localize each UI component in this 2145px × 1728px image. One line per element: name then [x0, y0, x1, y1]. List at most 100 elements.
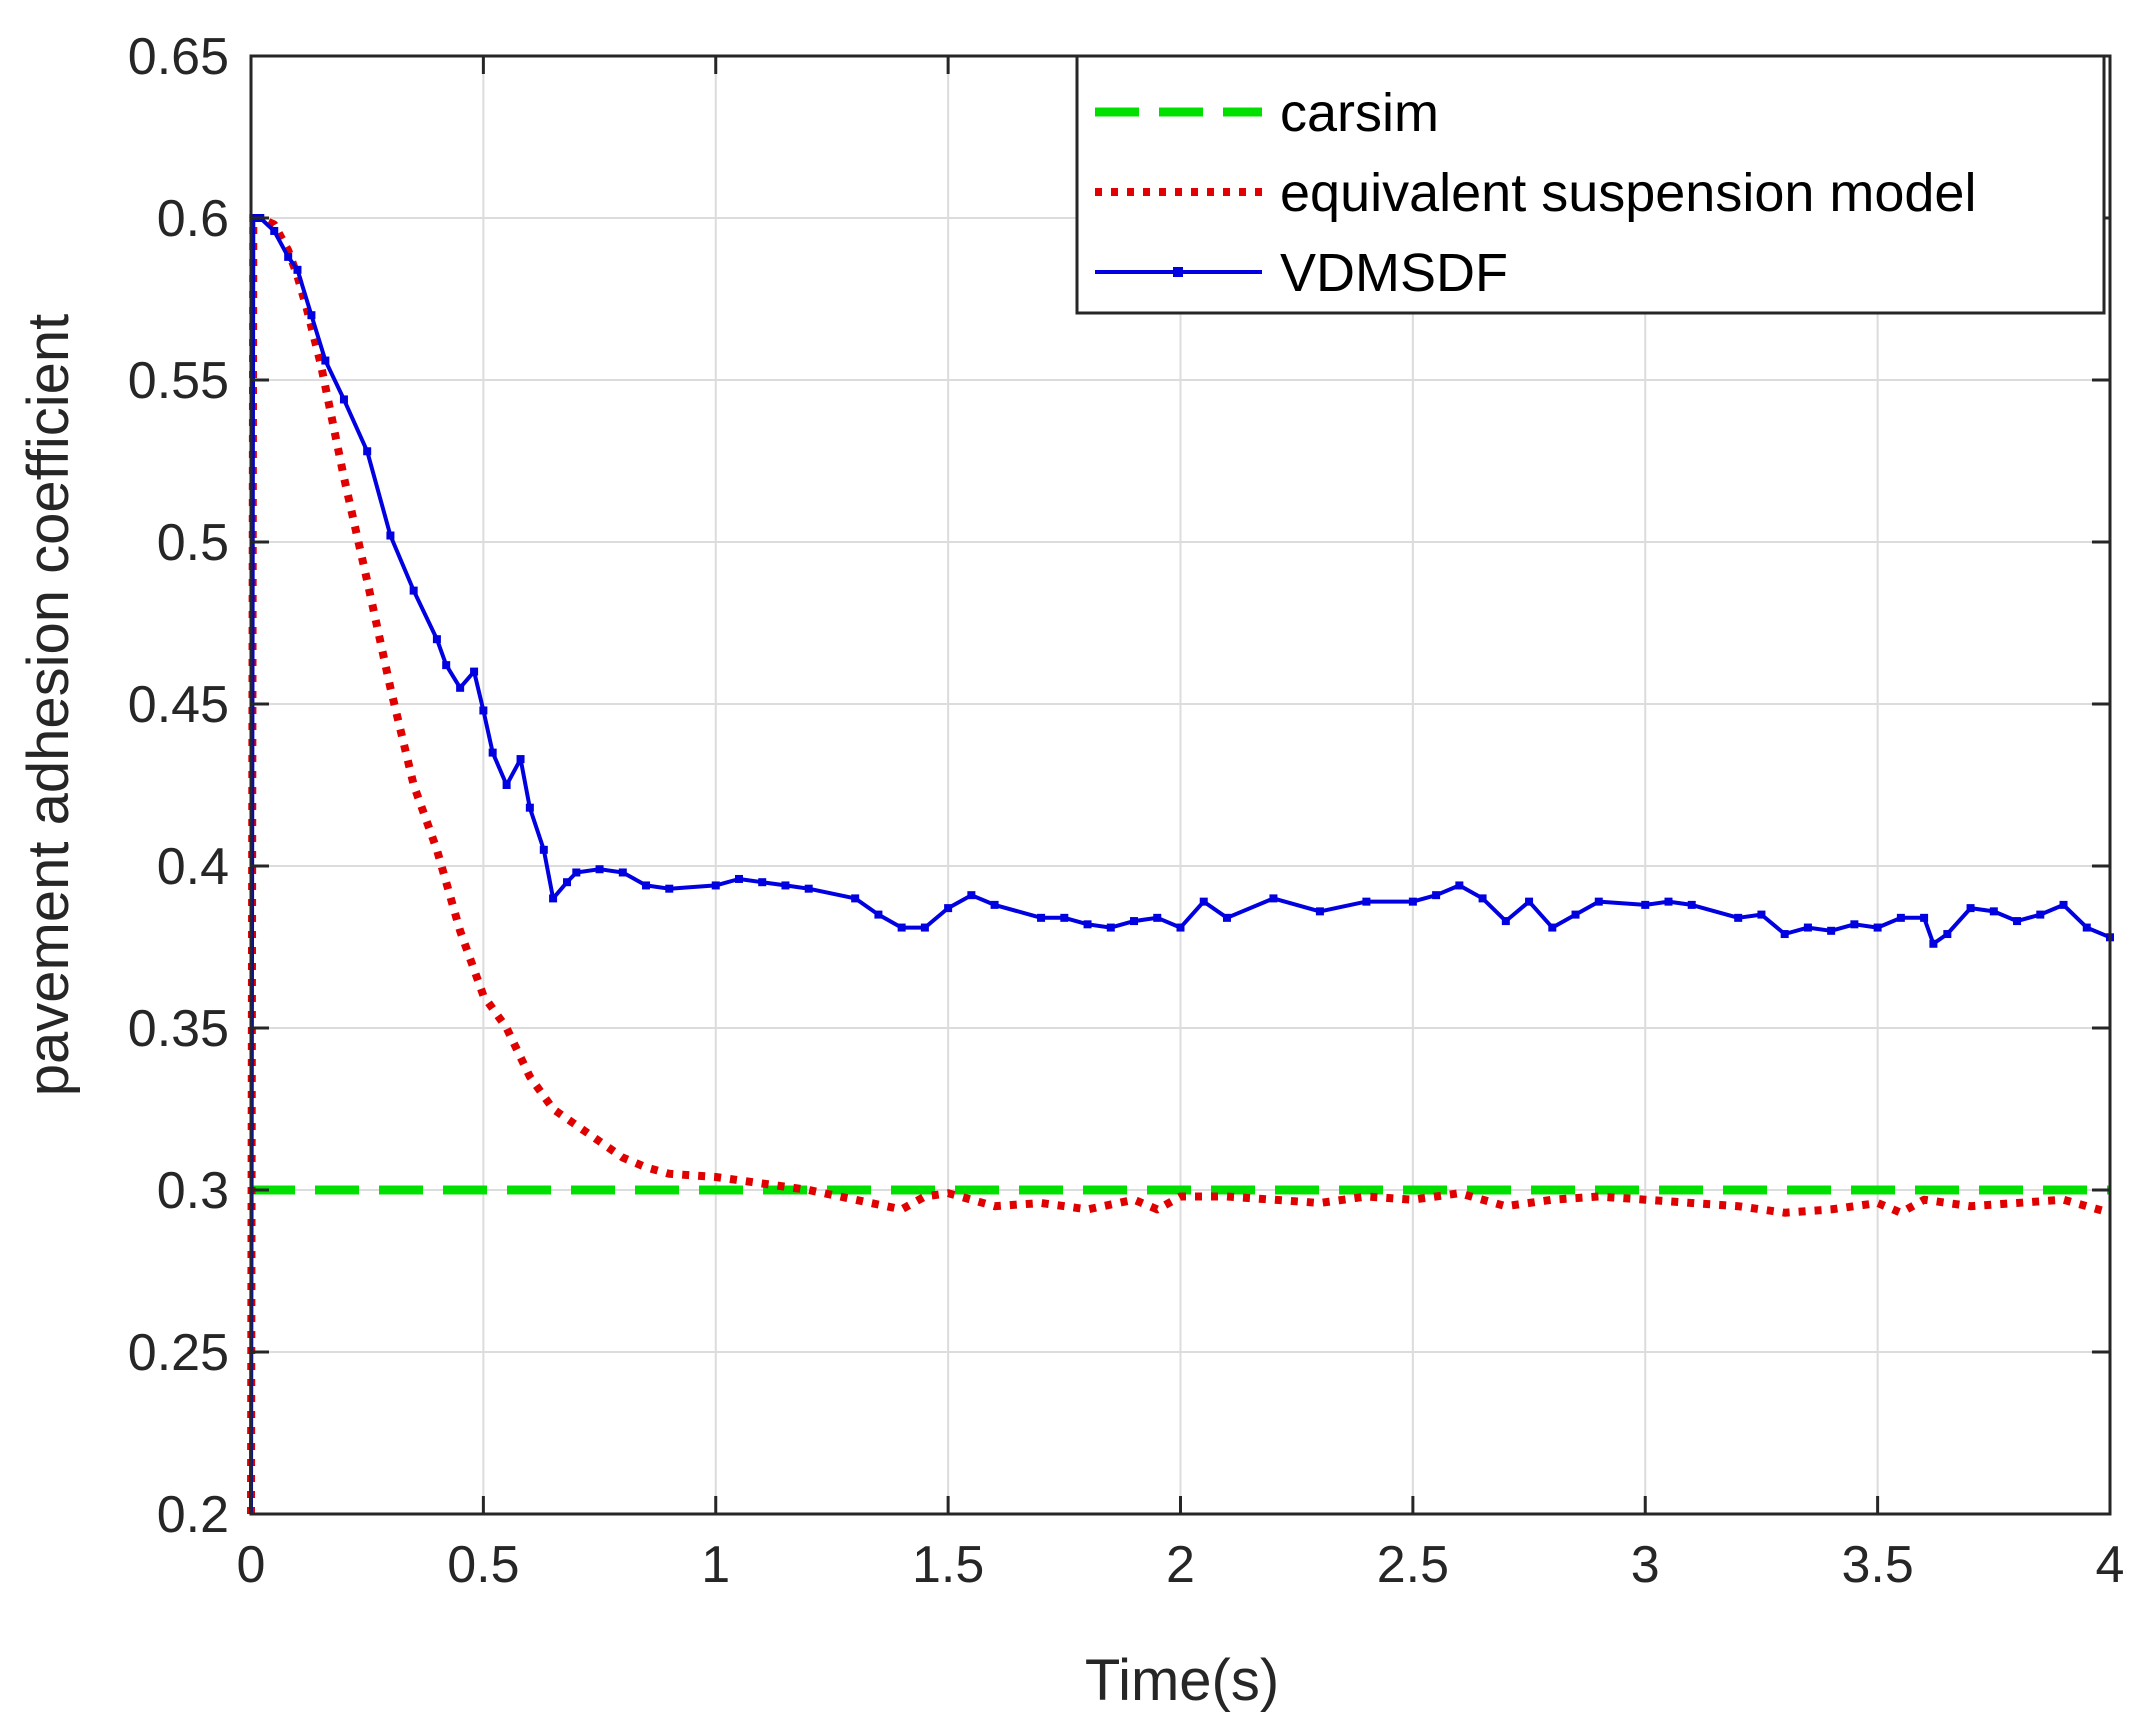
- series-point-vdmsdf: [804, 884, 813, 893]
- series-point-vdmsdf: [572, 868, 581, 877]
- series-point-vdmsdf: [1850, 920, 1859, 929]
- y-tick-label: 0.55: [128, 352, 229, 410]
- series-point-vdmsdf: [1664, 897, 1673, 906]
- series-point-vdmsdf: [851, 894, 860, 903]
- series-point-vdmsdf: [1571, 910, 1580, 919]
- series-point-vdmsdf: [549, 894, 558, 903]
- series-line-equivalent-suspension-model: [247, 214, 2112, 1515]
- legend: carsim equivalent suspension model VDMSDF: [1075, 54, 2106, 315]
- series-point-vdmsdf: [1803, 923, 1812, 932]
- series-point-vdmsdf: [1130, 917, 1139, 926]
- series-point-vdmsdf: [1594, 897, 1603, 906]
- series-point-vdmsdf: [642, 881, 651, 890]
- series-point-vdmsdf: [1989, 907, 1998, 916]
- x-tick-label: 3.5: [1841, 1536, 1913, 1594]
- series-point-vdmsdf: [2059, 900, 2068, 909]
- series-point-vdmsdf: [339, 395, 348, 404]
- series-point-vdmsdf: [1943, 930, 1952, 939]
- series-point-vdmsdf: [409, 586, 418, 595]
- series-point-vdmsdf: [2036, 910, 2045, 919]
- series-point-vdmsdf: [1478, 894, 1487, 903]
- series-point-vdmsdf: [781, 881, 790, 890]
- series-point-vdmsdf: [2013, 917, 2022, 926]
- x-tick-label: 0.5: [447, 1536, 519, 1594]
- y-tick-label: 0.2: [157, 1486, 229, 1544]
- series-point-vdmsdf: [1929, 939, 1938, 948]
- series-point-vdmsdf: [1362, 897, 1371, 906]
- series-point-vdmsdf: [386, 531, 395, 540]
- series-point-vdmsdf: [1315, 907, 1324, 916]
- series-point-vdmsdf: [1455, 881, 1464, 890]
- x-tick-label: 2.5: [1377, 1536, 1449, 1594]
- series-layer: [247, 214, 2114, 1515]
- series-point-vdmsdf: [711, 881, 720, 890]
- series-point-vdmsdf: [1780, 930, 1789, 939]
- series-point-vdmsdf: [456, 683, 465, 692]
- series-point-vdmsdf: [2082, 923, 2091, 932]
- series-point-vdmsdf: [1920, 913, 1929, 922]
- series-point-vdmsdf: [1222, 913, 1231, 922]
- series-point-vdmsdf: [563, 878, 572, 887]
- y-tick-label: 0.35: [128, 1000, 229, 1058]
- series-point-vdmsdf: [1548, 923, 1557, 932]
- series-point-vdmsdf: [1687, 900, 1696, 909]
- series-point-vdmsdf: [665, 884, 674, 893]
- series-point-vdmsdf: [270, 226, 279, 235]
- x-tick-label: 1.5: [912, 1536, 984, 1594]
- series-point-vdmsdf: [479, 706, 488, 715]
- y-tick-label: 0.45: [128, 676, 229, 734]
- series-point-vdmsdf: [874, 910, 883, 919]
- series-point-vdmsdf: [1199, 897, 1208, 906]
- series-point-vdmsdf: [990, 900, 999, 909]
- series-point-vdmsdf: [734, 874, 743, 883]
- series-point-vdmsdf: [944, 904, 953, 913]
- series-point-vdmsdf: [1106, 923, 1115, 932]
- series-point-vdmsdf: [363, 447, 372, 456]
- series-point-vdmsdf: [1827, 926, 1836, 935]
- y-tick-label: 0.5: [157, 514, 229, 572]
- series-point-vdmsdf: [516, 755, 525, 764]
- series-point-vdmsdf: [1083, 920, 1092, 929]
- series-point-vdmsdf: [1269, 894, 1278, 903]
- series-point-vdmsdf: [442, 661, 451, 670]
- series-point-vdmsdf: [758, 878, 767, 887]
- x-axis-title: Time(s): [1085, 1648, 1279, 1713]
- series-point-vdmsdf: [897, 923, 906, 932]
- legend-label: carsim: [1280, 83, 1439, 143]
- series-point-vdmsdf: [293, 265, 302, 274]
- series-point-vdmsdf: [1153, 913, 1162, 922]
- series-point-vdmsdf: [432, 635, 441, 644]
- x-tick-label: 1: [701, 1536, 730, 1594]
- series-point-vdmsdf: [1525, 897, 1534, 906]
- series-point-vdmsdf: [307, 311, 316, 320]
- y-tick-label: 0.25: [128, 1324, 229, 1382]
- series-point-vdmsdf: [539, 845, 548, 854]
- series-point-vdmsdf: [1873, 923, 1882, 932]
- series-point-vdmsdf: [470, 667, 479, 676]
- y-tick-label: 0.6: [157, 190, 229, 248]
- series-point-vdmsdf: [1176, 923, 1185, 932]
- series-point-vdmsdf: [321, 356, 330, 365]
- x-tick-label: 3: [1631, 1536, 1660, 1594]
- x-tick-label: 0: [237, 1536, 266, 1594]
- series-point-vdmsdf: [1641, 900, 1650, 909]
- series-point-vdmsdf: [525, 803, 534, 812]
- series-point-vdmsdf: [1734, 913, 1743, 922]
- y-axis-title: pavement adhesion coefficient: [16, 314, 81, 1096]
- legend-marker: [1173, 267, 1183, 277]
- series-point-vdmsdf: [618, 868, 627, 877]
- series-point-vdmsdf: [1966, 904, 1975, 913]
- series-point-vdmsdf: [1408, 897, 1417, 906]
- series-point-vdmsdf: [1501, 917, 1510, 926]
- series-point-vdmsdf: [1037, 913, 1046, 922]
- series-point-vdmsdf: [284, 252, 293, 261]
- series-point-vdmsdf: [1060, 913, 1069, 922]
- series-point-vdmsdf: [920, 923, 929, 932]
- tick-marks-and-labels: 0 0.5 1 1.5 2 2.5 3 3.5 4 0.2 0.25 0.3 0.35 0.4 0.45 0.…: [128, 28, 2125, 1594]
- x-tick-label: 4: [2096, 1536, 2125, 1594]
- y-tick-label: 0.3: [157, 1162, 229, 1220]
- series-point-vdmsdf: [595, 865, 604, 874]
- legend-label: equivalent suspension model: [1280, 163, 1976, 223]
- y-tick-label: 0.4: [157, 838, 229, 896]
